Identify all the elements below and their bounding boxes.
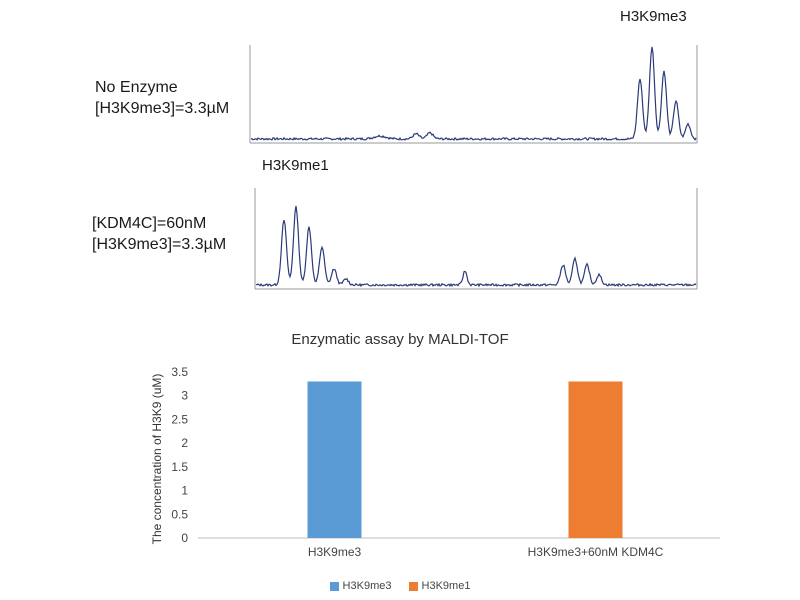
y-tick-label: 0	[181, 531, 188, 545]
legend-item-h3k9me1: H3K9me1	[408, 580, 471, 592]
x-tick-label: H3K9me3+60nM KDM4C	[528, 545, 664, 559]
y-tick-label: 1	[181, 484, 188, 498]
legend-label-h3k9me3: H3K9me3	[342, 580, 392, 592]
bottom-peak-label: H3K9me1	[262, 157, 329, 174]
bottom-spectrum-label-line-2: [H3K9me3]=3.3µM	[92, 236, 227, 253]
x-tick-label: H3K9me3	[308, 545, 362, 559]
y-tick-label: 2.5	[171, 412, 188, 426]
bar-h3k9me3	[307, 381, 362, 538]
top-spectrum-frame	[249, 45, 698, 144]
y-tick-label: 3	[181, 389, 188, 403]
legend-swatch-h3k9me1	[408, 581, 418, 591]
bottom-spectrum-frame	[254, 188, 698, 290]
bottom-spectrum-trace	[255, 205, 697, 288]
y-tick-label: 0.5	[171, 507, 188, 521]
y-tick-label: 2	[181, 436, 188, 450]
legend: H3K9me3 H3K9me1	[0, 576, 800, 594]
maldi-spectra	[249, 45, 698, 290]
legend-swatch-h3k9me3	[329, 581, 339, 591]
chart-title: Enzymatic assay by MALDI-TOF	[291, 331, 509, 348]
bottom-spectrum-label: [KDM4C]=60nM [H3K9me3]=3.3µM	[92, 213, 226, 255]
top-spectrum-label-line-2: [H3K9me3]=3.3µM	[95, 100, 230, 117]
y-tick-label: 1.5	[171, 460, 188, 474]
bar-h3k9me1	[568, 381, 623, 538]
top-spectrum-trace	[250, 46, 697, 141]
y-tick-label: 3.5	[171, 365, 188, 379]
bottom-spectrum-label-line-1: [KDM4C]=60nM	[92, 215, 207, 232]
top-peak-label: H3K9me3	[620, 8, 687, 25]
top-spectrum-label: No Enzyme [H3K9me3]=3.3µM	[95, 77, 229, 119]
legend-item-h3k9me3: H3K9me3	[329, 580, 395, 592]
top-spectrum-label-line-1: No Enzyme	[95, 79, 178, 96]
legend-label-h3k9me1: H3K9me1	[421, 580, 471, 592]
